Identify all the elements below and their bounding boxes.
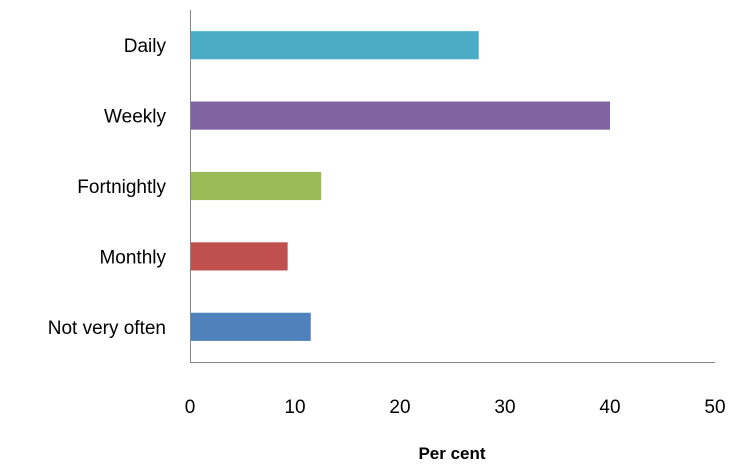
- x-tick-label: 40: [599, 397, 620, 418]
- x-tick-label: 10: [284, 397, 305, 418]
- bar-monthly: [191, 242, 288, 271]
- bar-fortnightly: [191, 171, 322, 201]
- x-tick-label: 50: [704, 397, 725, 418]
- bar-not-very-often: [191, 312, 311, 341]
- x-axis-title: Per cent: [418, 444, 485, 463]
- bar-weekly: [191, 101, 610, 130]
- x-tick-label: 20: [389, 397, 410, 418]
- category-label: Weekly: [104, 107, 166, 128]
- x-tick-label: 30: [494, 397, 515, 418]
- category-label: Monthly: [99, 247, 166, 268]
- axes-group: [190, 10, 715, 363]
- category-label: Daily: [124, 36, 167, 57]
- category-label: Not very often: [48, 318, 166, 339]
- bars-group: [191, 31, 610, 341]
- bar-daily: [191, 31, 479, 60]
- category-labels: Daily Weekly Fortnightly Monthly Not very of…: [48, 36, 167, 339]
- category-label: Fortnightly: [77, 177, 166, 198]
- x-tick-labels: 0 10 20 30 40 50: [185, 397, 726, 418]
- x-tick-label: 0: [185, 397, 196, 418]
